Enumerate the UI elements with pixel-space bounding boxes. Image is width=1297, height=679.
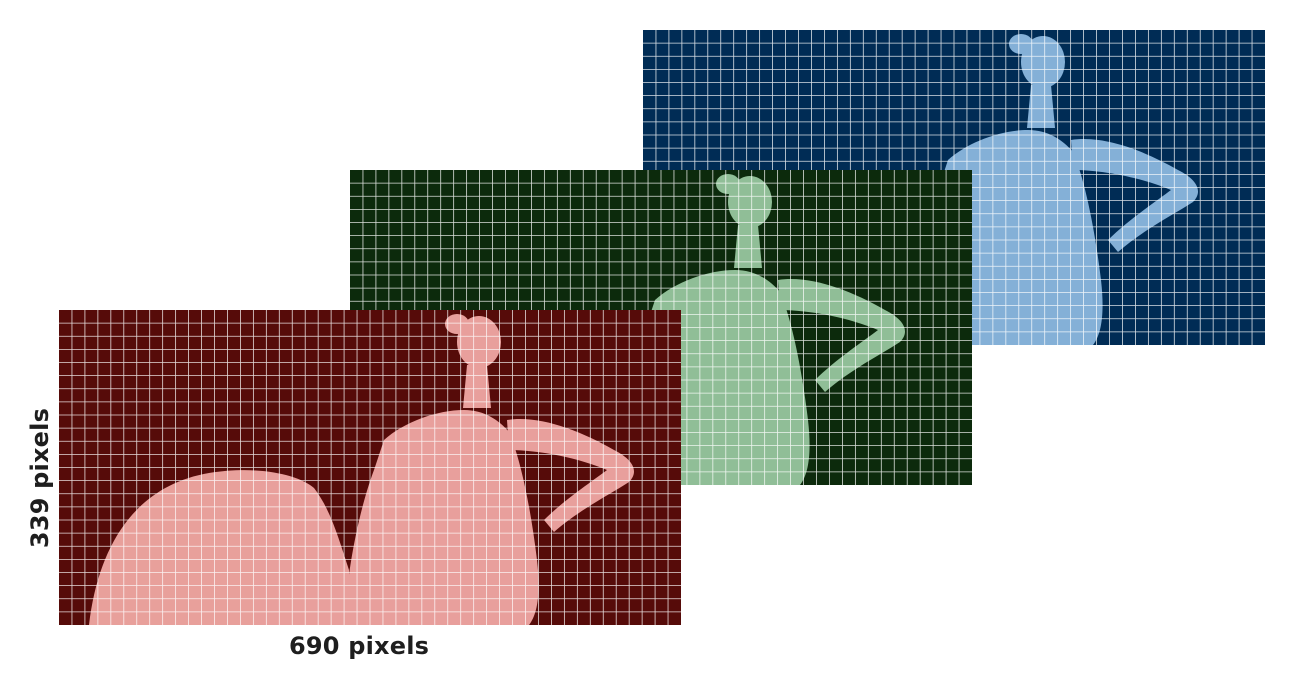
height-label: 339 pixels	[26, 407, 54, 549]
red-channel-grid	[59, 310, 681, 625]
width-label: 690 pixels	[289, 632, 430, 660]
red-channel-layer	[59, 310, 681, 625]
